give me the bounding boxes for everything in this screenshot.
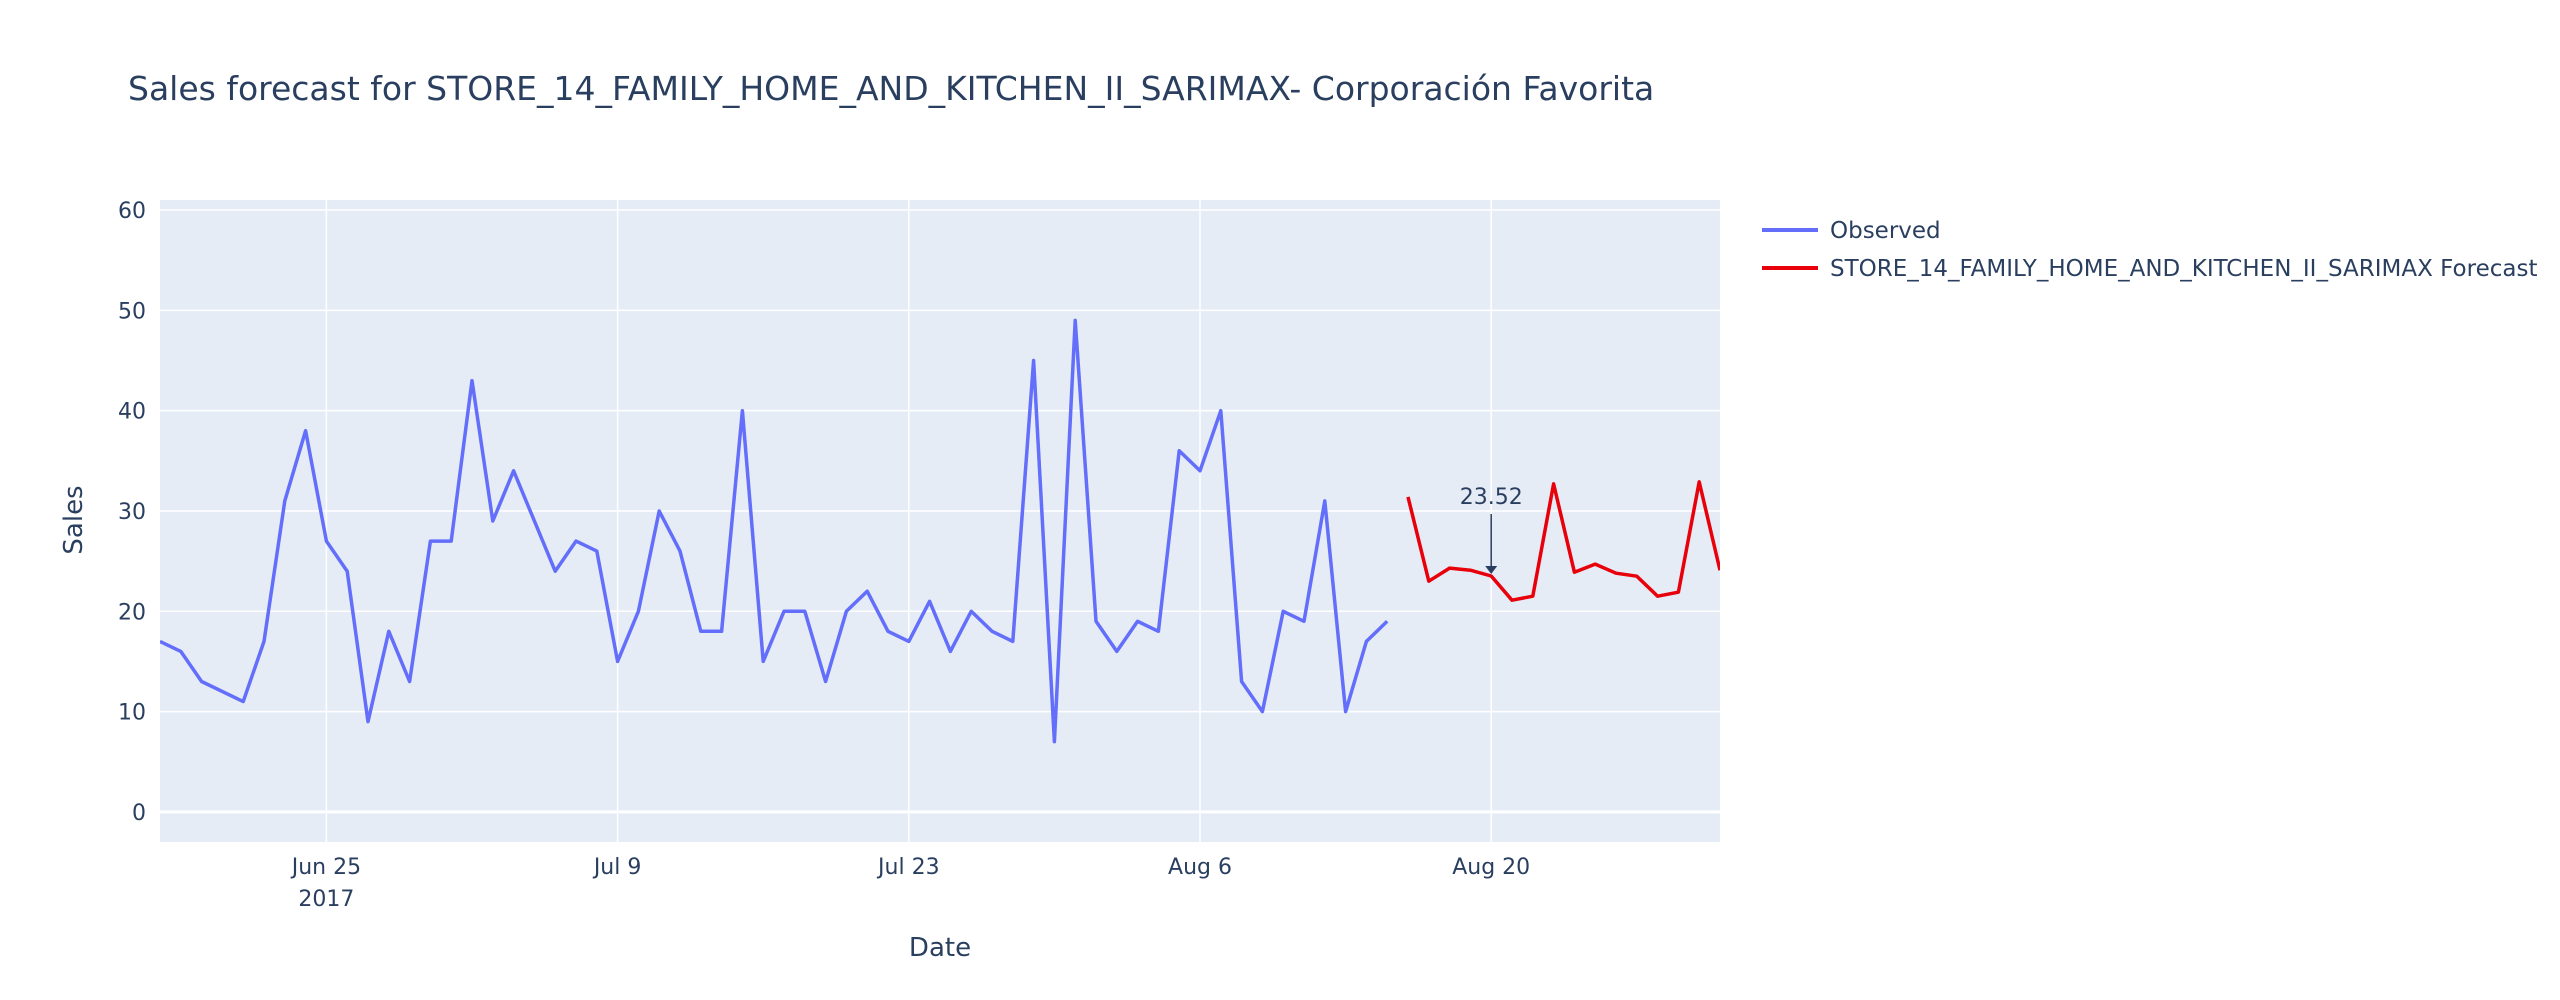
series-line-forecast xyxy=(1406,480,1720,602)
y-tick-label: 40 xyxy=(118,400,146,425)
annotation-arrowhead xyxy=(1485,565,1498,574)
y-tick-label: 20 xyxy=(118,600,146,625)
annotations: 23.52 xyxy=(1460,485,1523,574)
plot-area xyxy=(160,200,1720,842)
x-tick-label: Jun 25 xyxy=(290,855,361,880)
y-axis-ticks: 0 10 20 30 40 50 60 xyxy=(118,199,146,826)
x-axis-ticks: Jun 25 2017 Jul 9 Jul 23 Aug 6 Aug 20 xyxy=(290,855,1530,912)
x-tick-label: Aug 20 xyxy=(1452,855,1530,880)
x-axis-title: Date xyxy=(909,933,971,963)
y-tick-label: 30 xyxy=(118,500,146,525)
chart-title: Sales forecast for STORE_14_FAMILY_HOME_… xyxy=(128,69,1654,108)
x-tick-label: Jul 9 xyxy=(592,855,642,880)
x-tick-sublabel: 2017 xyxy=(298,887,354,912)
y-axis-title: Sales xyxy=(59,485,89,554)
annotation-label: 23.52 xyxy=(1460,485,1523,510)
series-line-observed xyxy=(160,318,1389,744)
x-tick-label: Jul 23 xyxy=(876,855,940,880)
legend-label[interactable]: STORE_14_FAMILY_HOME_AND_KITCHEN_II_SARI… xyxy=(1830,256,2537,282)
y-tick-label: 0 xyxy=(132,801,146,826)
x-tick-label: Aug 6 xyxy=(1168,855,1232,880)
legend: Observed STORE_14_FAMILY_HOME_AND_KITCHEN… xyxy=(1762,218,2537,282)
legend-label[interactable]: Observed xyxy=(1830,218,1941,244)
y-tick-label: 10 xyxy=(118,701,146,726)
y-tick-label: 60 xyxy=(118,199,146,224)
y-tick-label: 50 xyxy=(118,299,146,324)
series-lines xyxy=(160,318,1720,744)
